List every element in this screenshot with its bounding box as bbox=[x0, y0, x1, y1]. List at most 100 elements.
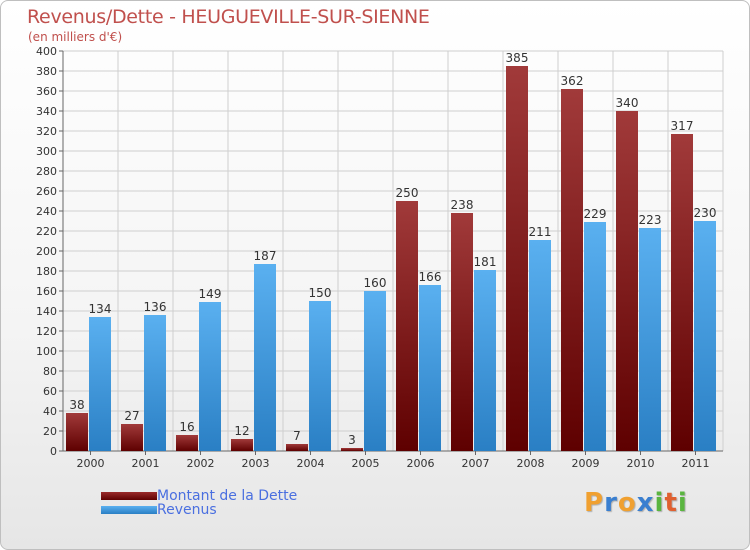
bar-debt-2005 bbox=[341, 448, 363, 451]
data-label-debt-2002: 16 bbox=[179, 420, 194, 434]
data-label-debt-2001: 27 bbox=[124, 409, 139, 423]
y-tick-label: 260 bbox=[36, 185, 57, 198]
bar-debt-2006 bbox=[396, 201, 418, 451]
bar-revenue-2006 bbox=[419, 285, 441, 451]
bar-debt-2001 bbox=[121, 424, 143, 451]
chart-title: Revenus/Dette - HEUGUEVILLE-SUR-SIENNE bbox=[27, 6, 430, 28]
bar-debt-2000 bbox=[66, 413, 88, 451]
x-tick-label-2011: 2011 bbox=[682, 457, 710, 470]
bar-revenue-2004 bbox=[309, 301, 331, 451]
legend-swatch-revenue bbox=[101, 506, 157, 514]
y-tick-label: 380 bbox=[36, 65, 57, 78]
legend-label-debt: Montant de la Dette bbox=[157, 488, 298, 504]
bar-debt-2007 bbox=[451, 213, 473, 451]
data-label-debt-2004: 7 bbox=[293, 429, 301, 443]
bar-revenue-2008 bbox=[529, 240, 551, 451]
proxiti-logo: Proxiti bbox=[584, 488, 688, 518]
chart-subtitle: (en milliers d'€) bbox=[28, 30, 123, 44]
data-label-revenue-2000: 134 bbox=[89, 302, 112, 316]
y-tick-label: 220 bbox=[36, 225, 57, 238]
data-label-debt-2003: 12 bbox=[234, 424, 249, 438]
bar-debt-2010 bbox=[616, 111, 638, 451]
data-label-revenue-2006: 166 bbox=[419, 270, 442, 284]
data-label-debt-2000: 38 bbox=[69, 398, 84, 412]
y-tick-label: 60 bbox=[43, 385, 57, 398]
y-tick-label: 0 bbox=[50, 445, 57, 458]
y-tick-label: 340 bbox=[36, 105, 57, 118]
data-label-revenue-2002: 149 bbox=[199, 287, 222, 301]
x-tick-label-2005: 2005 bbox=[352, 457, 380, 470]
bar-revenue-2001 bbox=[144, 315, 166, 451]
data-label-revenue-2003: 187 bbox=[254, 249, 277, 263]
legend-swatch-debt bbox=[101, 492, 157, 500]
bar-revenue-2000 bbox=[89, 317, 111, 451]
bar-revenue-2009 bbox=[584, 222, 606, 451]
logo-letter: i bbox=[677, 488, 688, 518]
bar-debt-2004 bbox=[286, 444, 308, 451]
bar-debt-2002 bbox=[176, 435, 198, 451]
data-label-revenue-2004: 150 bbox=[309, 286, 332, 300]
y-tick-label: 240 bbox=[36, 205, 57, 218]
y-tick-label: 20 bbox=[43, 425, 57, 438]
data-label-revenue-2009: 229 bbox=[584, 207, 607, 221]
data-label-debt-2010: 340 bbox=[616, 96, 639, 110]
x-tick-label-2009: 2009 bbox=[572, 457, 600, 470]
x-tick-label-2004: 2004 bbox=[297, 457, 325, 470]
y-tick-label: 80 bbox=[43, 365, 57, 378]
y-tick-label: 160 bbox=[36, 285, 57, 298]
data-label-debt-2005: 3 bbox=[348, 433, 356, 447]
x-tick-label-2002: 2002 bbox=[187, 457, 215, 470]
logo-letter: x bbox=[636, 488, 655, 518]
axes: 0 20 40 60 80 100 120 140 160 180 200 220 240 260 280 3… bbox=[36, 45, 723, 470]
bar-debt-2011 bbox=[671, 134, 693, 451]
bar-revenue-2007 bbox=[474, 270, 496, 451]
logo-letter: o bbox=[617, 488, 637, 518]
bar-revenue-2010 bbox=[639, 228, 661, 451]
y-tick-label: 180 bbox=[36, 265, 57, 278]
y-tick-label: 300 bbox=[36, 145, 57, 158]
bar-revenue-2003 bbox=[254, 264, 276, 451]
y-tick-label: 120 bbox=[36, 325, 57, 338]
data-label-debt-2011: 317 bbox=[671, 119, 694, 133]
x-tick-label-2001: 2001 bbox=[132, 457, 160, 470]
y-tick-label: 280 bbox=[36, 165, 57, 178]
logo-letter: i bbox=[654, 488, 665, 518]
data-label-debt-2009: 362 bbox=[561, 74, 584, 88]
x-tick-label-2000: 2000 bbox=[77, 457, 105, 470]
bar-debt-2009 bbox=[561, 89, 583, 451]
data-label-revenue-2008: 211 bbox=[529, 225, 552, 239]
data-label-revenue-2007: 181 bbox=[474, 255, 497, 269]
y-tick-label: 200 bbox=[36, 245, 57, 258]
bars bbox=[66, 66, 716, 451]
bar-revenue-2005 bbox=[364, 291, 386, 451]
y-tick-label: 320 bbox=[36, 125, 57, 138]
x-tick-label-2006: 2006 bbox=[407, 457, 435, 470]
x-tick-label-2007: 2007 bbox=[462, 457, 490, 470]
y-tick-label: 140 bbox=[36, 305, 57, 318]
x-tick-label-2010: 2010 bbox=[627, 457, 655, 470]
data-label-revenue-2011: 230 bbox=[694, 206, 717, 220]
bar-debt-2008 bbox=[506, 66, 528, 451]
legend-item-debt: Montant de la Dette bbox=[101, 488, 298, 504]
bar-debt-2003 bbox=[231, 439, 253, 451]
bar-revenue-2011 bbox=[694, 221, 716, 451]
x-tick-label-2003: 2003 bbox=[242, 457, 270, 470]
x-tick-label-2008: 2008 bbox=[517, 457, 545, 470]
y-tick-label: 100 bbox=[36, 345, 57, 358]
y-tick-label: 40 bbox=[43, 405, 57, 418]
legend-item-revenue: Revenus bbox=[101, 502, 217, 518]
data-label-debt-2006: 250 bbox=[396, 186, 419, 200]
data-labels: 38 134 27 136 16 149 12 187 7 150 3 160 250 166 238 181… bbox=[69, 51, 716, 447]
bar-revenue-2002 bbox=[199, 302, 221, 451]
data-label-debt-2007: 238 bbox=[451, 198, 474, 212]
logo-letter: P bbox=[584, 488, 605, 518]
logo-letter: r bbox=[604, 488, 618, 518]
y-tick-label: 360 bbox=[36, 85, 57, 98]
legend-label-revenue: Revenus bbox=[157, 502, 217, 518]
data-label-revenue-2005: 160 bbox=[364, 276, 387, 290]
data-label-revenue-2010: 223 bbox=[639, 213, 662, 227]
y-tick-label: 400 bbox=[36, 45, 57, 58]
logo-letter: t bbox=[664, 488, 678, 518]
